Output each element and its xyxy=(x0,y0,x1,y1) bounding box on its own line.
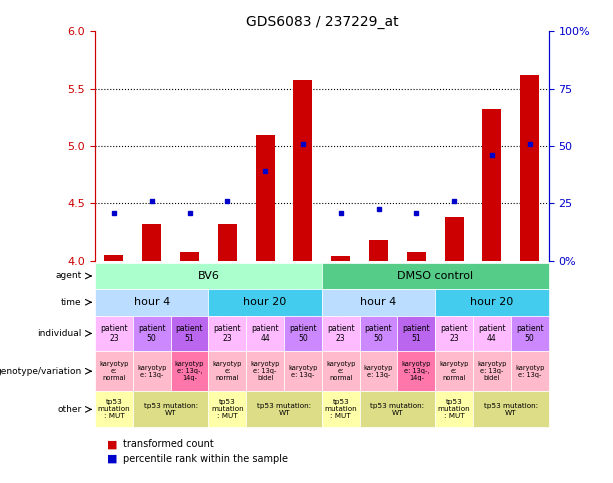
Bar xyxy=(511,316,549,351)
Bar xyxy=(208,289,322,316)
Text: BV6: BV6 xyxy=(197,271,219,281)
Bar xyxy=(208,351,246,391)
Text: agent: agent xyxy=(56,271,82,281)
Bar xyxy=(133,351,170,391)
Bar xyxy=(322,263,549,289)
Text: karyotyp
e: 13q-,
14q-: karyotyp e: 13q-, 14q- xyxy=(402,361,431,381)
Bar xyxy=(331,256,350,261)
Text: patient
44: patient 44 xyxy=(251,324,279,343)
Text: tp53
mutation
: MUT: tp53 mutation : MUT xyxy=(211,399,243,419)
Bar xyxy=(218,224,237,261)
Text: patient
50: patient 50 xyxy=(365,324,392,343)
Bar xyxy=(322,391,360,427)
Bar xyxy=(520,75,539,261)
Bar xyxy=(435,289,549,316)
Bar xyxy=(246,316,284,351)
Bar xyxy=(482,109,501,261)
Text: tp53 mutation:
WT: tp53 mutation: WT xyxy=(143,403,197,416)
Bar xyxy=(95,391,133,427)
Text: hour 4: hour 4 xyxy=(134,297,170,307)
Bar xyxy=(322,289,435,316)
Text: other: other xyxy=(58,405,82,414)
Text: karyotyp
e: 13q-: karyotyp e: 13q- xyxy=(515,365,544,378)
Bar xyxy=(95,351,133,391)
Text: patient
23: patient 23 xyxy=(327,324,354,343)
Text: patient
50: patient 50 xyxy=(138,324,166,343)
Bar xyxy=(284,316,322,351)
Title: GDS6083 / 237229_at: GDS6083 / 237229_at xyxy=(246,15,398,29)
Bar xyxy=(397,316,435,351)
Bar xyxy=(444,217,463,261)
Bar xyxy=(170,351,208,391)
Text: tp53
mutation
: MUT: tp53 mutation : MUT xyxy=(324,399,357,419)
Text: patient
23: patient 23 xyxy=(440,324,468,343)
Bar xyxy=(208,391,246,427)
Text: patient
50: patient 50 xyxy=(516,324,544,343)
Bar xyxy=(142,224,161,261)
Text: ■: ■ xyxy=(107,440,118,449)
Text: karyotyp
e:
normal: karyotyp e: normal xyxy=(440,361,469,381)
Bar xyxy=(473,316,511,351)
Text: patient
51: patient 51 xyxy=(176,324,204,343)
Bar xyxy=(294,80,313,261)
Bar xyxy=(407,252,426,261)
Bar xyxy=(256,135,275,261)
Bar xyxy=(360,316,397,351)
Bar xyxy=(208,316,246,351)
Bar xyxy=(246,351,284,391)
Bar xyxy=(511,351,549,391)
Text: tp53 mutation:
WT: tp53 mutation: WT xyxy=(370,403,424,416)
Bar xyxy=(360,391,435,427)
Text: patient
51: patient 51 xyxy=(403,324,430,343)
Bar xyxy=(435,316,473,351)
Text: tp53 mutation:
WT: tp53 mutation: WT xyxy=(484,403,538,416)
Bar xyxy=(284,351,322,391)
Bar xyxy=(133,391,208,427)
Bar xyxy=(397,351,435,391)
Text: patient
44: patient 44 xyxy=(478,324,506,343)
Bar xyxy=(473,351,511,391)
Text: karyotyp
e:
normal: karyotyp e: normal xyxy=(213,361,242,381)
Bar xyxy=(322,351,360,391)
Text: percentile rank within the sample: percentile rank within the sample xyxy=(123,454,287,464)
Text: karyotyp
e: 13q-,
14q-: karyotyp e: 13q-, 14q- xyxy=(175,361,204,381)
Text: karyotyp
e: 13q-
bidel: karyotyp e: 13q- bidel xyxy=(251,361,280,381)
Text: tp53 mutation:
WT: tp53 mutation: WT xyxy=(257,403,311,416)
Bar xyxy=(95,263,322,289)
Text: patient
23: patient 23 xyxy=(100,324,128,343)
Bar xyxy=(360,351,397,391)
Text: hour 4: hour 4 xyxy=(360,297,397,307)
Bar xyxy=(435,391,473,427)
Bar xyxy=(246,391,322,427)
Text: DMSO control: DMSO control xyxy=(397,271,473,281)
Text: tp53
mutation
: MUT: tp53 mutation : MUT xyxy=(438,399,470,419)
Text: transformed count: transformed count xyxy=(123,440,213,449)
Text: patient
23: patient 23 xyxy=(213,324,241,343)
Bar xyxy=(95,289,208,316)
Text: hour 20: hour 20 xyxy=(243,297,287,307)
Text: karyotyp
e: 13q-
bidel: karyotyp e: 13q- bidel xyxy=(478,361,506,381)
Text: tp53
mutation
: MUT: tp53 mutation : MUT xyxy=(97,399,130,419)
Bar xyxy=(473,391,549,427)
Bar xyxy=(170,316,208,351)
Bar xyxy=(369,240,388,261)
Text: patient
50: patient 50 xyxy=(289,324,317,343)
Bar xyxy=(435,351,473,391)
Text: genotype/variation: genotype/variation xyxy=(0,367,82,376)
Bar xyxy=(95,316,133,351)
Text: karyotyp
e: 13q-: karyotyp e: 13q- xyxy=(288,365,318,378)
Text: karyotyp
e: 13q-: karyotyp e: 13q- xyxy=(137,365,166,378)
Text: ■: ■ xyxy=(107,454,118,464)
Bar xyxy=(322,316,360,351)
Bar xyxy=(133,316,170,351)
Bar xyxy=(180,252,199,261)
Text: karyotyp
e: 13q-: karyotyp e: 13q- xyxy=(364,365,393,378)
Text: karyotyp
e:
normal: karyotyp e: normal xyxy=(99,361,129,381)
Text: individual: individual xyxy=(37,329,82,338)
Text: time: time xyxy=(61,298,82,307)
Bar xyxy=(104,255,123,261)
Text: karyotyp
e:
normal: karyotyp e: normal xyxy=(326,361,356,381)
Text: hour 20: hour 20 xyxy=(470,297,514,307)
